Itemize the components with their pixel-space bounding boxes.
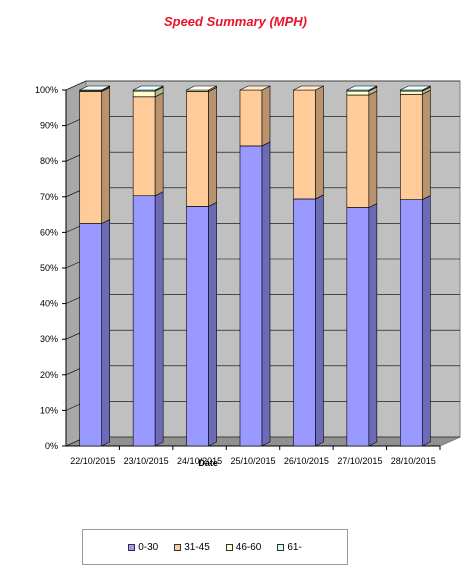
bar-2-6 xyxy=(399,90,423,95)
bar-side-1-4 xyxy=(315,85,324,200)
legend-swatch-3 xyxy=(277,543,285,551)
y-tick-label: 0% xyxy=(45,441,58,451)
legend-label-1: 31-45 xyxy=(184,541,210,553)
legend-swatch-2 xyxy=(225,543,233,551)
legend-swatch-1 xyxy=(174,543,182,551)
bar-2-1 xyxy=(132,90,156,98)
legend-label-3: 61- xyxy=(287,541,302,553)
legend-label-2: 46-60 xyxy=(235,541,262,553)
bar-0-6 xyxy=(399,199,423,447)
bar-side-1-0 xyxy=(101,86,111,224)
x-tick-label-2: 24/10/2015 xyxy=(177,456,222,466)
bar-side-0-0 xyxy=(101,219,111,447)
y-tick-label: 20% xyxy=(40,370,58,380)
legend-swatch-0 xyxy=(128,543,136,551)
legend-label-0: 0-30 xyxy=(138,541,159,553)
x-tick-label-0: 22/10/2015 xyxy=(70,456,115,466)
bar-1-1 xyxy=(132,96,156,197)
x-tick-label-3: 25/10/2015 xyxy=(230,456,275,466)
bar-0-0 xyxy=(79,223,103,447)
y-tick-label: 60% xyxy=(40,227,58,237)
y-tick-label: 40% xyxy=(40,299,58,309)
bar-0-4 xyxy=(293,198,316,447)
bar-side-0-4 xyxy=(315,194,324,447)
y-tick-label: 30% xyxy=(40,334,58,344)
bar-top-1-4 xyxy=(293,85,324,91)
bar-side-0-3 xyxy=(261,141,271,447)
bar-top-1-3 xyxy=(239,85,271,91)
x-tick-label-1: 23/10/2015 xyxy=(124,456,169,466)
y-tick-label: 50% xyxy=(40,263,58,273)
bar-side-1-1 xyxy=(154,92,164,197)
x-axis-title: Date xyxy=(198,458,218,468)
x-tick-label-4: 26/10/2015 xyxy=(284,456,329,466)
y-tick-label: 70% xyxy=(40,192,58,202)
bar-1-3 xyxy=(239,89,263,147)
y-tick-label: 10% xyxy=(40,405,58,415)
bar-top-3-0 xyxy=(79,85,110,91)
chart-title: Speed Summary (MPH) xyxy=(163,14,308,29)
legend-item-0: 0-30 xyxy=(128,542,158,553)
chart-legend: 0-30 31-45 46-60 61- xyxy=(82,529,348,565)
bar-side-0-6 xyxy=(421,195,431,447)
bar-0-5 xyxy=(346,207,370,447)
bar-top-3-1 xyxy=(133,85,164,91)
y-tick-label: 80% xyxy=(40,156,58,166)
bar-1-2 xyxy=(186,91,209,207)
bar-side-0-2 xyxy=(208,201,217,447)
bar-1-4 xyxy=(293,89,316,200)
bar-top-3-6 xyxy=(400,85,431,91)
gridline xyxy=(65,80,460,91)
bar-side-1-6 xyxy=(421,89,431,201)
legend-item-1: 31-45 xyxy=(174,542,210,553)
bar-side-1-3 xyxy=(261,85,271,147)
bar-side-1-5 xyxy=(368,90,378,208)
y-tick-label: 100% xyxy=(35,85,58,95)
legend-item-3: 61- xyxy=(277,541,302,553)
bar-2-5 xyxy=(346,90,370,96)
bar-side-0-1 xyxy=(154,191,164,447)
legend-item-2: 46-60 xyxy=(225,541,262,553)
x-tick-label-6: 28/10/2015 xyxy=(391,456,436,466)
bar-side-0-5 xyxy=(368,202,378,447)
bar-0-2 xyxy=(186,206,209,447)
bar-top-3-5 xyxy=(346,85,377,91)
y-tick-label: 90% xyxy=(40,121,58,131)
bar-side-1-2 xyxy=(208,86,217,207)
bar-1-6 xyxy=(399,93,423,200)
bar-1-0 xyxy=(79,91,103,224)
x-tick-label-5: 27/10/2015 xyxy=(337,456,382,466)
bar-0-3 xyxy=(239,145,263,447)
bar-1-5 xyxy=(346,94,370,208)
bar-0-1 xyxy=(132,195,156,447)
bar-top-2-2 xyxy=(186,85,217,91)
